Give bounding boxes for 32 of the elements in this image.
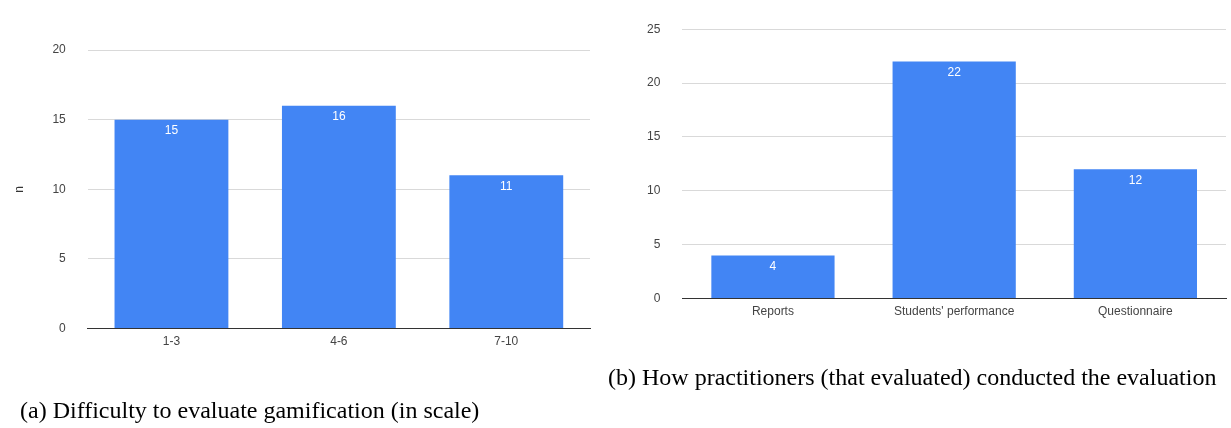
- y-tick-label: 10: [646, 183, 661, 198]
- data-label: 12: [1128, 172, 1143, 187]
- bar: [711, 255, 835, 299]
- data-label: 22: [947, 64, 962, 79]
- bar: [281, 105, 396, 329]
- x-tick-label: Students' performance: [893, 304, 1015, 319]
- bar: [1073, 169, 1198, 299]
- bar: [114, 119, 229, 329]
- text: (a) Difficulty to evaluate gamification (in scale): [20, 396, 481, 425]
- bar: [892, 61, 1016, 299]
- x-tick-label: 1-3: [162, 334, 181, 349]
- data-label: 16: [332, 109, 346, 124]
- text: (b) How practitioners (that evaluated) conducted the evaluation: [608, 363, 1218, 392]
- x-tick-label: 7-10: [494, 334, 519, 349]
- y-tick-label: 15: [52, 111, 67, 126]
- data-label: 15: [164, 122, 179, 137]
- y-tick-label: 15: [646, 129, 661, 144]
- bar: [449, 175, 564, 329]
- y-tick-label: 0: [653, 290, 661, 305]
- y-tick-label: 5: [59, 251, 67, 266]
- y-axis-title: n: [11, 185, 26, 193]
- x-tick-label: Questionnaire: [1098, 304, 1174, 319]
- y-tick-label: 10: [52, 181, 67, 196]
- y-tick-label: 0: [59, 320, 67, 335]
- y-tick-label: 5: [653, 237, 661, 252]
- data-label: 4: [769, 258, 777, 273]
- x-tick-label: 4-6: [330, 334, 348, 349]
- y-tick-label: 20: [52, 42, 67, 57]
- y-tick-label: 20: [646, 75, 661, 90]
- x-tick-label: Reports: [751, 304, 794, 319]
- data-label: 11: [500, 178, 513, 193]
- y-tick-label: 25: [646, 21, 661, 36]
